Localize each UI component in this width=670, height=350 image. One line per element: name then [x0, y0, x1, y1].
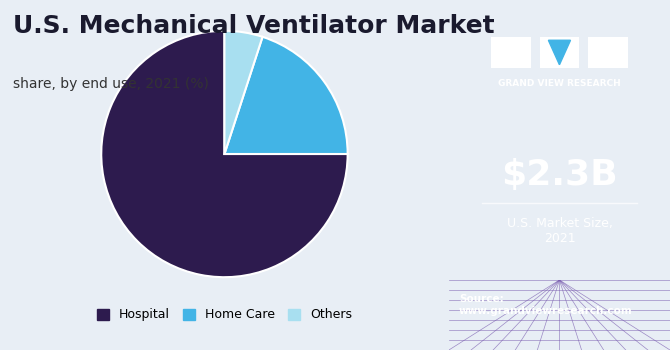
Text: Source:
www.grandviewresearch.com: Source: www.grandviewresearch.com — [459, 294, 632, 316]
FancyBboxPatch shape — [539, 37, 580, 68]
Legend: Hospital, Home Care, Others: Hospital, Home Care, Others — [92, 303, 357, 327]
Wedge shape — [224, 31, 263, 154]
Text: U.S. Market Size,
2021: U.S. Market Size, 2021 — [507, 217, 612, 245]
Text: share, by end use, 2021 (%): share, by end use, 2021 (%) — [13, 77, 209, 91]
Text: $2.3B: $2.3B — [501, 158, 618, 192]
Text: GRAND VIEW RESEARCH: GRAND VIEW RESEARCH — [498, 79, 621, 89]
Wedge shape — [101, 31, 348, 277]
FancyBboxPatch shape — [588, 37, 628, 68]
FancyBboxPatch shape — [491, 37, 531, 68]
Polygon shape — [548, 40, 571, 65]
Text: U.S. Mechanical Ventilator Market: U.S. Mechanical Ventilator Market — [13, 14, 495, 38]
Wedge shape — [224, 37, 348, 154]
